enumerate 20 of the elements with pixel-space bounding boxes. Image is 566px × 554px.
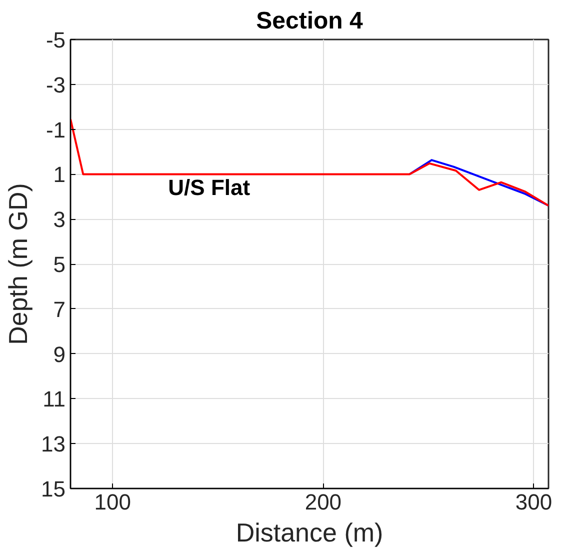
y-tick-label: 15 bbox=[41, 476, 66, 502]
y-tick-label: 3 bbox=[53, 207, 66, 232]
x-tick-label: 300 bbox=[515, 490, 552, 514]
x-tick-label: 100 bbox=[94, 490, 131, 514]
y-tick-label: -1 bbox=[46, 117, 66, 142]
y-tick-label: 9 bbox=[53, 342, 66, 367]
y-tick-label: 7 bbox=[53, 296, 66, 322]
y-tick-label: 11 bbox=[42, 386, 66, 412]
x-tick-label: 200 bbox=[304, 490, 342, 514]
line-series bbox=[70, 118, 548, 207]
annotation: U/S Flat bbox=[168, 175, 251, 200]
chart-title: Section 4 bbox=[256, 8, 364, 34]
y-tick-label: -5 bbox=[46, 28, 66, 52]
y-tick-label: 13 bbox=[41, 432, 66, 457]
line-series bbox=[408, 159, 548, 207]
x-axis-title: Distance (m) bbox=[236, 518, 384, 548]
y-tick-label: 1 bbox=[53, 162, 66, 188]
y-axis-title: Depth (m GD) bbox=[3, 183, 34, 345]
y-tick-label: -3 bbox=[46, 72, 66, 98]
y-tick-label: 5 bbox=[53, 252, 66, 277]
